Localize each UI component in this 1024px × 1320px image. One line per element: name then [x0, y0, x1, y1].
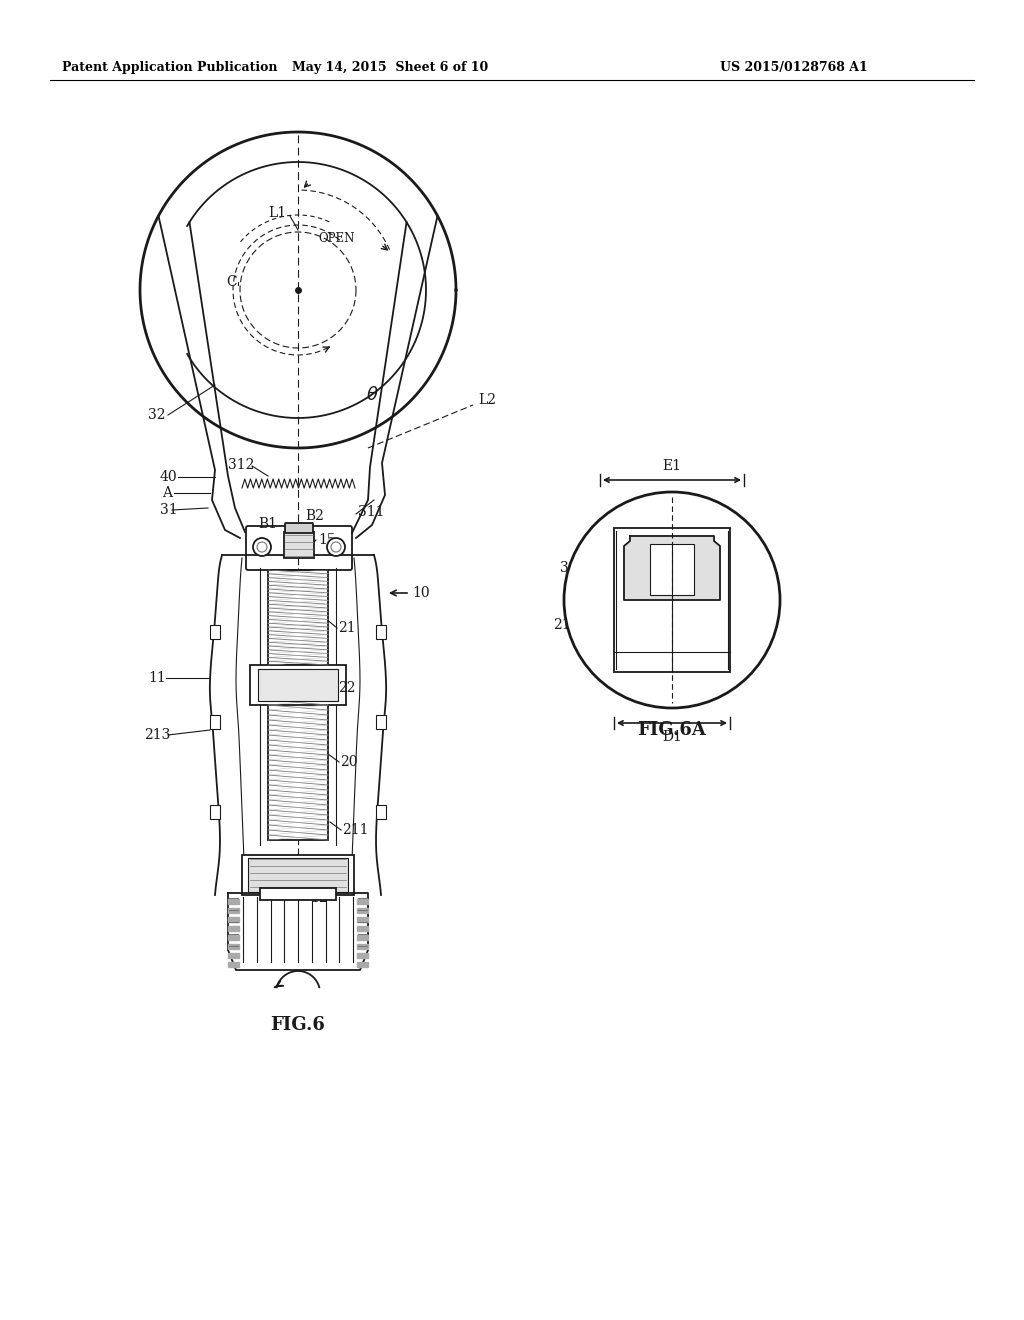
Circle shape: [327, 539, 345, 556]
Text: 10: 10: [412, 586, 430, 601]
Text: 311: 311: [358, 506, 384, 519]
Text: D1: D1: [663, 730, 682, 744]
Polygon shape: [357, 908, 368, 913]
Polygon shape: [228, 894, 368, 970]
Bar: [210, 624, 220, 639]
Text: L1: L1: [268, 206, 286, 220]
Polygon shape: [228, 899, 239, 904]
Text: E1: E1: [663, 459, 682, 473]
Text: B2: B2: [305, 510, 324, 523]
Polygon shape: [357, 944, 368, 949]
Text: 40: 40: [160, 470, 177, 484]
Text: 20: 20: [340, 755, 357, 770]
Bar: [250, 665, 346, 705]
Polygon shape: [357, 927, 368, 931]
Polygon shape: [228, 953, 239, 958]
Bar: [210, 805, 220, 818]
Bar: [242, 855, 354, 895]
Polygon shape: [357, 899, 368, 904]
Text: 31: 31: [160, 503, 177, 517]
Polygon shape: [228, 917, 239, 921]
Circle shape: [253, 539, 271, 556]
Text: FIG.6A: FIG.6A: [638, 721, 707, 739]
Bar: [260, 888, 336, 900]
Bar: [268, 700, 328, 840]
Bar: [284, 532, 314, 558]
Text: 32: 32: [148, 408, 166, 422]
Bar: [258, 669, 338, 701]
Text: 312: 312: [228, 458, 254, 473]
Bar: [376, 805, 386, 818]
Polygon shape: [228, 944, 239, 949]
Bar: [248, 858, 348, 892]
Bar: [268, 570, 328, 665]
Text: $\theta$: $\theta$: [366, 385, 379, 404]
Text: A: A: [162, 486, 172, 500]
Text: 12: 12: [310, 891, 328, 906]
Text: FIG.6: FIG.6: [270, 1016, 326, 1034]
Text: 15: 15: [318, 533, 336, 546]
FancyBboxPatch shape: [285, 523, 313, 533]
Text: 215: 215: [553, 618, 580, 632]
Bar: [614, 528, 730, 672]
Text: 211: 211: [342, 822, 369, 837]
Polygon shape: [228, 962, 239, 968]
Text: 22: 22: [338, 681, 355, 696]
Text: May 14, 2015  Sheet 6 of 10: May 14, 2015 Sheet 6 of 10: [292, 62, 488, 74]
Text: Patent Application Publication: Patent Application Publication: [62, 62, 278, 74]
Text: US 2015/0128768 A1: US 2015/0128768 A1: [720, 62, 867, 74]
Text: 21: 21: [338, 620, 355, 635]
Polygon shape: [357, 962, 368, 968]
Polygon shape: [357, 935, 368, 940]
Text: L2: L2: [478, 393, 496, 407]
Polygon shape: [624, 536, 720, 601]
Bar: [376, 624, 386, 639]
Text: OPEN: OPEN: [318, 231, 354, 244]
Polygon shape: [228, 908, 239, 913]
Bar: [650, 544, 694, 595]
Circle shape: [564, 492, 780, 708]
Polygon shape: [357, 953, 368, 958]
Text: C: C: [226, 275, 237, 289]
Polygon shape: [228, 935, 239, 940]
Bar: [376, 715, 386, 729]
Text: 213: 213: [144, 729, 170, 742]
Text: B1: B1: [258, 517, 278, 531]
Polygon shape: [357, 917, 368, 921]
Text: 11: 11: [148, 671, 166, 685]
Bar: [210, 715, 220, 729]
Polygon shape: [228, 927, 239, 931]
Text: 314: 314: [560, 561, 587, 576]
